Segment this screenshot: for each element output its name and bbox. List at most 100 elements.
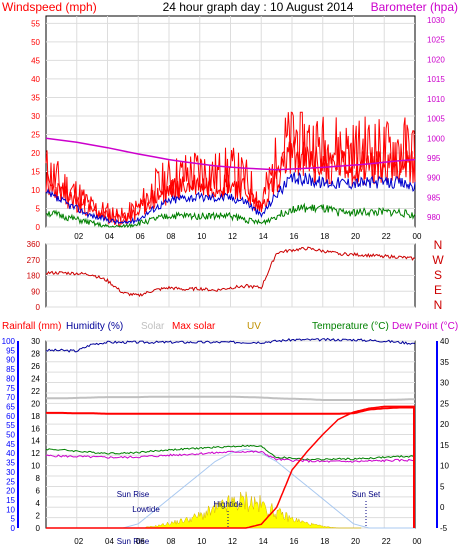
temperature-tick-label: -5 [440, 524, 448, 533]
wind-series [45, 111, 416, 229]
rain-tick-label: 85 [6, 365, 15, 374]
direction-tick-label: 270 [27, 256, 41, 265]
rain-tick-label: 15 [6, 496, 15, 505]
env-annotation: Sun Rise [117, 537, 150, 546]
temperature-series [45, 444, 416, 461]
barometer-tick-label: 985 [427, 193, 441, 202]
wind-x-tick-label: 20 [351, 232, 360, 241]
direction-left-ticks: 0 90 180 270 360 [27, 240, 41, 312]
temperature-tick-label: 0 [440, 503, 445, 512]
barometer-tick-label: 995 [427, 154, 441, 163]
barometer-tick-label: 1020 [427, 55, 445, 64]
direction-tick-label: 0 [36, 303, 41, 312]
wind-left-tick-label: 35 [31, 93, 40, 102]
rain-tick-label: 70 [6, 393, 15, 402]
humidity-tick-label: 0 [36, 524, 41, 533]
humidity-tick-label: 10 [31, 462, 40, 471]
env-header-label: UV [247, 321, 261, 332]
barometer-tick-label: 1015 [427, 75, 445, 84]
temperature-tick-label: 40 [440, 337, 449, 346]
sunshine-fill [145, 491, 362, 529]
env-header-label: Solar [141, 321, 165, 332]
humidity-tick-label: 22 [31, 387, 40, 396]
temperature-tick-label: 35 [440, 358, 449, 367]
wind-left-tick-label: 45 [31, 56, 40, 65]
env-x-tick-label: 10 [197, 537, 206, 546]
wind-x-tick-label: 00 [413, 232, 422, 241]
rain-tick-label: 5 [11, 515, 16, 524]
wind-grid [46, 16, 415, 228]
wind-left-tick-label: 50 [31, 38, 40, 47]
direction-tick-label: 180 [27, 272, 41, 281]
humidity-tick-label: 14 [31, 437, 40, 446]
temperature-tick-label: 30 [440, 379, 449, 388]
rain-tick-label: 80 [6, 374, 15, 383]
temperature-tick-label: 10 [440, 462, 449, 471]
env-x-tick-label: 14 [259, 537, 268, 546]
wind-left-tick-label: 0 [36, 223, 41, 232]
env-x-tick-label: 22 [382, 537, 391, 546]
rain-tick-label: 10 [6, 505, 15, 514]
max-solar-series [46, 406, 415, 415]
barometer-series [45, 137, 416, 171]
env-x-tick-label: 20 [351, 537, 360, 546]
rain-tick-label: 55 [6, 421, 15, 430]
rain-tick-label: 0 [11, 524, 16, 533]
environment-x-ticks: 02 04 06 08 10 12 14 16 18 20 22 00 [74, 537, 422, 546]
rain-tick-label: 50 [6, 431, 15, 440]
wind-x-tick-label: 10 [197, 232, 206, 241]
humidity-tick-label: 8 [36, 474, 41, 483]
wind-left-tick-label: 25 [31, 130, 40, 139]
wind-left-tick-label: 30 [31, 112, 40, 121]
humidity-tick-label: 20 [31, 399, 40, 408]
barometer-tick-label: 990 [427, 174, 441, 183]
wind-left-tick-label: 15 [31, 167, 40, 176]
barometer-tick-label: 980 [427, 213, 441, 222]
humidity-tick-label: 12 [31, 449, 40, 458]
rain-tick-label: 60 [6, 412, 15, 421]
barometer-tick-label: 1005 [427, 115, 445, 124]
env-x-tick-label: 08 [167, 537, 176, 546]
env-header-label: Humidity (%) [66, 321, 123, 332]
wind-left-tick-label: 40 [31, 75, 40, 84]
wind-direction-series [45, 246, 416, 298]
rain-tick-label: 95 [6, 346, 15, 355]
wind-left-tick-label: 5 [36, 204, 41, 213]
wind-min-series [45, 202, 416, 229]
rain-tick-label: 35 [6, 459, 15, 468]
barometer-axis-label: Barometer (hpa) [371, 0, 458, 14]
env-x-tick-label: 00 [413, 537, 422, 546]
env-annotation: Sun Rise [117, 490, 150, 499]
direction-tick-label: 90 [31, 287, 40, 296]
rain-tick-label: 20 [6, 487, 15, 496]
rain-tick-label: 40 [6, 449, 15, 458]
temperature-tick-label: 20 [440, 420, 449, 429]
humidity-tick-label: 6 [36, 487, 41, 496]
env-annotation: Hightide [213, 500, 243, 509]
env-x-tick-label: 16 [290, 537, 299, 546]
environment-panel: Rainfall (mm) Humidity (%) Solar Max solar U… [2, 321, 459, 546]
wind-x-tick-label: 16 [290, 232, 299, 241]
barometer-tick-label: 1025 [427, 36, 445, 45]
windspeed-series [45, 136, 416, 225]
wind-x-tick-label: 14 [259, 232, 268, 241]
wind-left-tick-label: 10 [31, 186, 40, 195]
humidity-tick-label: 26 [31, 362, 40, 371]
temperature-tick-label: 25 [440, 399, 449, 408]
wind-left-tick-label: 20 [31, 149, 40, 158]
env-x-tick-label: 04 [105, 537, 114, 546]
wind-x-tick-label: 18 [320, 232, 329, 241]
environment-annotations: Sun Rise Lowtide Hightide Sun Set Sun Rise [117, 490, 381, 546]
env-annotation: Lowtide [132, 505, 160, 514]
environment-series [45, 337, 416, 529]
compass-letter: W [432, 253, 444, 267]
solar-series [46, 395, 415, 401]
page-title: 24 hour graph day : 10 August 2014 [163, 0, 354, 14]
env-header-label: Dew Point (°C) [392, 321, 458, 332]
rain-tick-label: 65 [6, 402, 15, 411]
direction-series [45, 246, 416, 298]
wind-x-tick-label: 02 [74, 232, 83, 241]
humidity-tick-label: 24 [31, 374, 40, 383]
wind-right-ticks: 980 985 990 995 1000 1005 1010 1015 1020 1025 1030 [427, 16, 445, 222]
